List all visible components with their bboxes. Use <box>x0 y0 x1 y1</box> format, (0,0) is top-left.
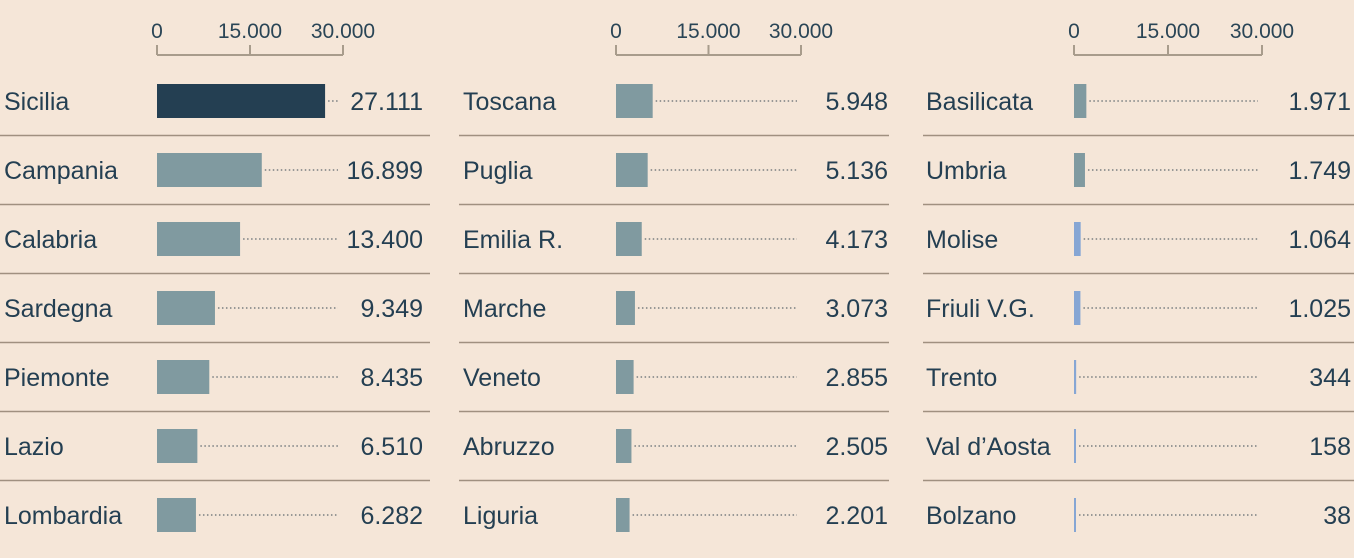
value-label: 2.855 <box>825 364 888 392</box>
value-label: 344 <box>1309 364 1351 392</box>
value-label: 8.435 <box>360 364 423 392</box>
region-label: Lombardia <box>4 502 122 530</box>
region-label: Marche <box>463 295 546 323</box>
x-tick-label: 0 <box>151 20 163 43</box>
bar <box>616 498 630 532</box>
value-label: 5.948 <box>825 88 888 116</box>
bar <box>616 429 632 463</box>
value-label: 38 <box>1323 502 1351 530</box>
value-label: 1.971 <box>1288 88 1351 116</box>
region-label: Calabria <box>4 226 97 254</box>
region-label: Val d’Aosta <box>926 433 1051 461</box>
bar <box>157 360 210 394</box>
value-label: 9.349 <box>360 295 423 323</box>
x-tick-label: 30.000 <box>769 20 833 43</box>
x-tick-label: 15.000 <box>676 20 740 43</box>
value-label: 1.749 <box>1288 157 1351 185</box>
bar <box>157 291 215 325</box>
region-label: Molise <box>926 226 998 254</box>
bar <box>616 84 653 118</box>
bar <box>157 498 196 532</box>
region-label: Piemonte <box>4 364 110 392</box>
bar <box>616 291 635 325</box>
bar <box>1074 498 1076 532</box>
bar <box>616 360 634 394</box>
value-label: 27.111 <box>350 88 423 116</box>
value-label: 1.025 <box>1288 295 1351 323</box>
region-label: Puglia <box>463 157 533 185</box>
bar <box>616 222 642 256</box>
region-label: Lazio <box>4 433 64 461</box>
bar <box>1074 153 1085 187</box>
bar <box>1074 429 1076 463</box>
value-label: 158 <box>1309 433 1351 461</box>
region-label: Toscana <box>463 88 556 116</box>
x-tick-label: 15.000 <box>218 20 282 43</box>
region-label: Sardegna <box>4 295 113 323</box>
value-label: 2.505 <box>825 433 888 461</box>
value-label: 5.136 <box>825 157 888 185</box>
value-label: 13.400 <box>347 226 423 254</box>
value-label: 1.064 <box>1288 226 1351 254</box>
value-label: 16.899 <box>347 157 423 185</box>
bar <box>157 429 198 463</box>
value-label: 4.173 <box>825 226 888 254</box>
region-label: Campania <box>4 157 118 185</box>
bar <box>616 153 648 187</box>
x-tick-label: 30.000 <box>1230 20 1294 43</box>
bar <box>1074 360 1077 394</box>
bar <box>1074 291 1081 325</box>
bar <box>1074 222 1081 256</box>
bar <box>157 222 241 256</box>
region-label: Bolzano <box>926 502 1016 530</box>
x-tick-label: 30.000 <box>311 20 375 43</box>
region-label: Abruzzo <box>463 433 555 461</box>
region-label: Trento <box>926 364 997 392</box>
bar <box>1074 84 1087 118</box>
bar <box>157 84 326 118</box>
region-label: Friuli V.G. <box>926 295 1035 323</box>
region-label: Veneto <box>463 364 541 392</box>
value-label: 6.510 <box>360 433 423 461</box>
bar <box>157 153 262 187</box>
region-label: Sicilia <box>4 88 69 116</box>
value-label: 2.201 <box>825 502 888 530</box>
x-tick-label: 0 <box>610 20 622 43</box>
region-label: Umbria <box>926 157 1007 185</box>
value-label: 6.282 <box>360 502 423 530</box>
value-label: 3.073 <box>825 295 888 323</box>
region-label: Emilia R. <box>463 226 563 254</box>
region-label: Liguria <box>463 502 538 530</box>
region-label: Basilicata <box>926 88 1033 116</box>
x-tick-label: 15.000 <box>1136 20 1200 43</box>
x-tick-label: 0 <box>1068 20 1080 43</box>
